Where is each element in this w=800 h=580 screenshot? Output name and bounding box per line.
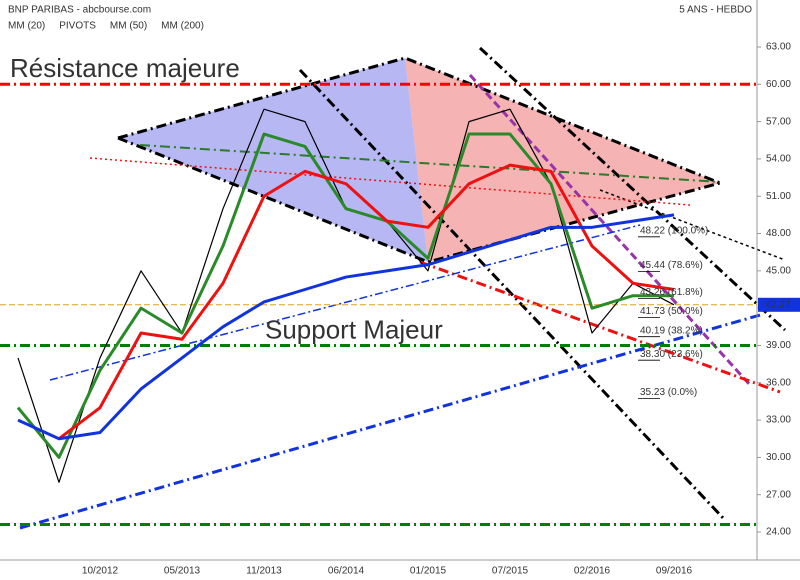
trend-line — [117, 136, 721, 264]
y-tick-label: 39.00 — [766, 340, 791, 351]
x-tick-label: 01/2015 — [410, 566, 447, 577]
red-zone — [405, 58, 720, 262]
legend-entry: MM (20) — [8, 21, 45, 32]
y-tick-label: 51.00 — [766, 191, 791, 202]
annotation: Support Majeur — [265, 314, 443, 344]
price-tag-label: 42.27 — [765, 299, 790, 310]
trend-line — [478, 46, 787, 332]
y-tick-label: 63.00 — [766, 42, 791, 53]
fib-label: 45.44 (78.6%) — [640, 260, 703, 271]
trend-line — [298, 68, 727, 522]
fib-label: 43.26 (61.8%) — [640, 287, 703, 298]
x-tick-label: 06/2014 — [328, 566, 365, 577]
y-tick-label: 48.00 — [766, 228, 791, 239]
trend-line — [468, 73, 752, 387]
x-tick-label: 09/2016 — [656, 566, 693, 577]
chart-title: BNP PARIBAS - abcbourse.com — [8, 5, 151, 16]
trend-line — [49, 224, 641, 381]
price-tag — [758, 297, 800, 312]
trend-line — [19, 313, 761, 530]
legend-entry: MM (50) — [110, 21, 147, 32]
ma-line — [58, 163, 675, 440]
trend-line — [117, 56, 721, 185]
fib-label: 41.73 (50.0%) — [640, 306, 703, 317]
chart-subtitle: 5 ANS - HEBDO — [679, 5, 752, 16]
legend-entry: PIVOTS — [59, 21, 96, 32]
trend-line — [89, 157, 691, 206]
y-tick-label: 27.00 — [766, 489, 791, 500]
x-tick-label: 07/2015 — [492, 566, 529, 577]
y-tick-label: 57.00 — [766, 116, 791, 127]
trend-line — [599, 189, 786, 261]
x-tick-label: 11/2013 — [246, 566, 282, 577]
y-tick-label: 33.00 — [766, 415, 791, 426]
legend-entry: MM (200) — [161, 21, 204, 32]
ma-line — [17, 213, 675, 441]
x-tick-label: 02/2016 — [574, 566, 611, 577]
y-tick-label: 30.00 — [766, 452, 791, 463]
x-tick-label: 05/2013 — [164, 566, 201, 577]
y-tick-label: 60.00 — [766, 79, 791, 90]
fib-label: 35.23 (0.0%) — [640, 387, 697, 398]
y-tick-label: 54.00 — [766, 154, 791, 165]
trend-line — [419, 260, 781, 394]
y-tick-label: 45.00 — [766, 265, 791, 276]
x-tick-label: 10/2012 — [82, 566, 119, 577]
fib-label: 38.30 (23.6%) — [640, 349, 703, 360]
ma-line — [16, 132, 674, 459]
y-tick-label: 36.00 — [766, 377, 791, 388]
annotation: Résistance majeure — [10, 53, 240, 83]
y-tick-label: 24.00 — [766, 527, 791, 538]
fib-label: 48.22 (100.0%) — [640, 225, 708, 236]
trend-line — [139, 144, 721, 183]
fib-label: 40.19 (38.2%) — [640, 325, 703, 336]
